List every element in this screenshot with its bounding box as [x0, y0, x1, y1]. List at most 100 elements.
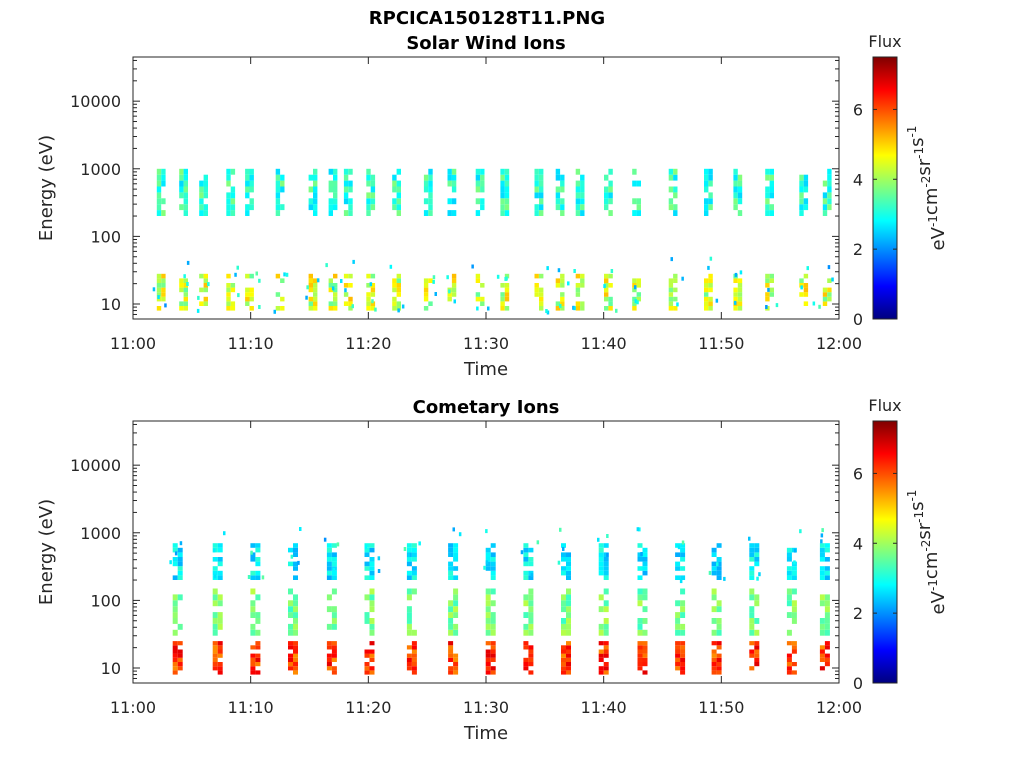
heatmap-cell: [680, 666, 686, 671]
heatmap-cell: [366, 292, 371, 297]
heatmap-cell: [734, 272, 738, 277]
heatmap-cell: [754, 662, 760, 667]
panel-solar-wind-ions: Solar Wind Ions 10 100 1000 10000 11:00 11:10 1…: [36, 32, 949, 380]
heatmap-cell: [539, 292, 544, 297]
heatmap-cell: [156, 292, 162, 297]
heatmap-cell: [704, 180, 709, 187]
heatmap-cell: [423, 174, 429, 181]
heatmap-cell: [313, 204, 318, 211]
heatmap-cell: [423, 210, 429, 216]
heatmap-cell: [708, 301, 713, 306]
heatmap-cell: [523, 645, 529, 650]
heatmap-cell: [423, 198, 429, 205]
heatmap-cell: [364, 547, 370, 553]
heatmap-cell: [480, 301, 485, 306]
heatmap-cell: [749, 588, 755, 595]
heatmap-cell: [673, 278, 678, 283]
heatmap-cell: [293, 594, 298, 601]
heatmap-cell: [448, 570, 454, 576]
heatmap-cell: [212, 543, 218, 548]
heatmap-cell: [275, 210, 281, 216]
heatmap-cell: [255, 612, 261, 618]
heatmap-cell: [156, 198, 162, 205]
heatmap-cell: [326, 641, 332, 646]
heatmap-cell: [308, 174, 313, 181]
heatmap-cell: [673, 210, 678, 216]
heatmap-cell: [485, 649, 491, 654]
heatmap-cell: [637, 557, 643, 562]
heatmap-cell: [428, 174, 433, 181]
heatmap-cell: [566, 612, 571, 618]
heatmap-cell: [675, 641, 681, 646]
heatmap-cell: [598, 557, 604, 562]
heatmap-cell: [733, 198, 738, 205]
heatmap-cell: [737, 296, 743, 302]
heatmap-cell: [411, 552, 417, 557]
heatmap-cell: [217, 645, 223, 650]
heatmap-cell: [366, 301, 371, 306]
heatmap-cell: [249, 296, 254, 302]
heatmap-cell: [711, 618, 717, 624]
heatmap-cell: [598, 594, 604, 601]
heatmap-cell: [249, 287, 254, 293]
colorbar-tick-label: 0: [853, 674, 863, 693]
heatmap-cell: [827, 186, 832, 193]
heatmap-cell: [754, 557, 760, 562]
heatmap-cell: [827, 168, 832, 175]
heatmap-cell: [561, 623, 566, 630]
heatmap-cell: [313, 174, 318, 181]
heatmap-cell: [791, 641, 797, 646]
heatmap-cell: [156, 168, 162, 175]
heatmap-cell: [177, 657, 183, 662]
heatmap-cell: [247, 575, 251, 579]
heatmap-cell: [566, 623, 571, 630]
heatmap-cell: [749, 618, 755, 624]
heatmap-cell: [172, 670, 178, 675]
heatmap-cell: [485, 666, 491, 671]
heatmap-cell: [604, 283, 609, 288]
heatmap-cell: [308, 186, 313, 193]
heatmap-cell: [822, 198, 828, 205]
heatmap-cell: [364, 594, 370, 601]
heatmap-cell: [749, 649, 755, 654]
heatmap-cell: [333, 296, 338, 302]
heatmap-cell: [680, 575, 686, 580]
heatmap-cell: [523, 543, 529, 548]
heatmap-cell: [561, 606, 566, 613]
heatmap-cell: [765, 273, 770, 279]
x-tick-label: 11:50: [698, 698, 744, 717]
heatmap-cell: [458, 532, 462, 537]
heatmap-cell: [183, 204, 188, 211]
heatmap-cell: [716, 606, 722, 613]
heatmap-cell: [250, 645, 256, 650]
heatmap-cell: [333, 283, 338, 288]
heatmap-cell: [673, 174, 678, 181]
heatmap-cell: [824, 543, 830, 548]
heatmap-cell: [370, 174, 376, 181]
heatmap-cell: [212, 649, 218, 654]
heatmap-cell: [704, 186, 709, 193]
heatmap-cell: [708, 180, 713, 187]
heatmap-cell: [369, 623, 375, 630]
heatmap-cell: [448, 645, 454, 650]
heatmap-cell: [827, 278, 832, 283]
heatmap-cell: [255, 575, 261, 580]
heatmap-cell: [749, 612, 755, 618]
heatmap-cell: [822, 204, 828, 211]
heatmap-cell: [711, 629, 717, 636]
heatmap-cell: [496, 274, 500, 279]
heatmap-cell: [237, 293, 240, 298]
heatmap-cell: [711, 552, 717, 557]
heatmap-cell: [791, 570, 797, 576]
y-tick-label: 100: [90, 591, 121, 610]
heatmap-cell: [331, 557, 337, 562]
heatmap-cell: [217, 612, 223, 618]
heatmap-cell: [392, 278, 397, 283]
heatmap-cell: [308, 198, 313, 205]
heatmap-cell: [392, 306, 397, 311]
colorbar-unit-label: eV-1cm-2sr-1s-1: [905, 126, 949, 251]
heatmap-cell: [280, 204, 285, 211]
heatmap-cell: [333, 168, 338, 175]
heatmap-cell: [803, 180, 809, 187]
heatmap-cell: [288, 547, 293, 553]
